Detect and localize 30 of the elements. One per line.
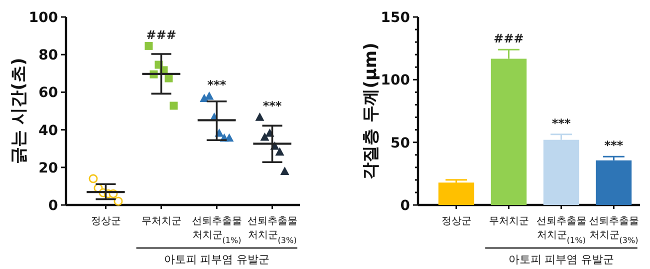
x-tick-label: 선퇴추출물 처치군$_{(1%)}$ [536, 216, 586, 244]
y-tick-label: 150 [380, 10, 410, 26]
y-tick-label: 40 [38, 122, 58, 139]
y-tick-label: 0 [400, 198, 410, 214]
x-tick-label: 정상군 [90, 216, 121, 227]
annotation: *** [207, 78, 227, 92]
y-axis-title: 각질층 두께(μm) [361, 42, 381, 180]
x-tick-label: 선퇴추출물 처치군$_{(3%)}$ [588, 216, 639, 244]
y-tick-label: 60 [38, 85, 58, 102]
x-tick-label: 선퇴추출물 처치군$_{(1%)}$ [192, 216, 242, 244]
annotation: ### [494, 32, 524, 46]
y-tick-label: 0 [48, 198, 58, 214]
y-axis-title: 긁는 시간(초) [9, 58, 29, 164]
annotation: *** [552, 116, 572, 130]
bar [596, 160, 632, 205]
y-tick-label: 50 [390, 135, 410, 152]
y-tick-label: 100 [380, 72, 410, 89]
y-tick-label: 100 [28, 10, 58, 26]
x-tick-label: 정상군 [441, 216, 472, 227]
text: 아토피 피부염 유발군 [164, 253, 270, 266]
x-tick-label: 무처치군 [141, 216, 182, 227]
annotation: *** [604, 138, 624, 153]
bar [438, 182, 474, 205]
text: 아토피 피부염 유발군 [508, 253, 614, 266]
annotation: *** [262, 99, 282, 114]
x-tick-label: 선퇴추출물 처치군$_{(3%)}$ [247, 216, 298, 244]
annotation: ### [146, 28, 176, 42]
y-tick-label: 20 [38, 160, 58, 176]
x-tick-label: 무처치군 [488, 216, 529, 227]
y-tick-label: 80 [38, 48, 58, 64]
